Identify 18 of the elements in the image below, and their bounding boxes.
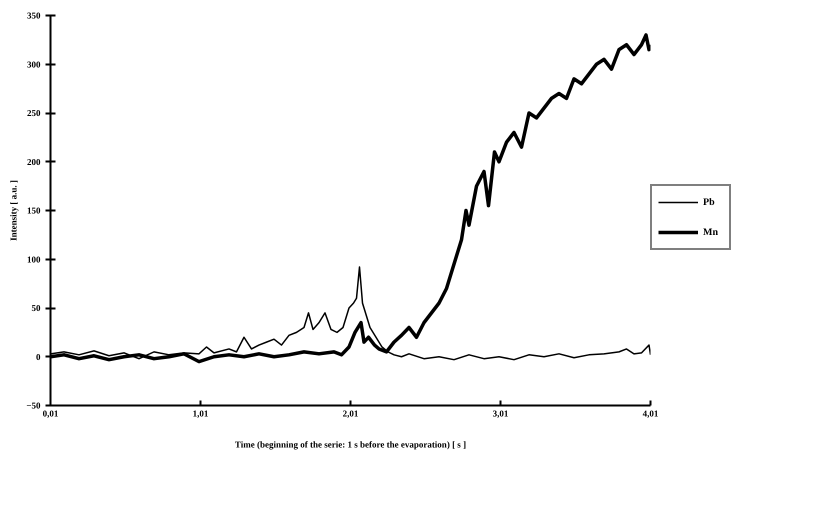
y-tick-label: 0 bbox=[36, 352, 41, 362]
y-tick-label: 50 bbox=[32, 303, 41, 313]
x-axis-title: Time (beginning of the serie: 1 s before the evaporation) [ s ] bbox=[234, 440, 466, 450]
x-tick-label: 4,01 bbox=[642, 408, 659, 418]
y-tick-label: 100 bbox=[27, 254, 41, 264]
legend-label: Pb bbox=[703, 196, 716, 208]
x-tick-label: 1,01 bbox=[192, 408, 209, 418]
y-tick-label: 300 bbox=[27, 59, 41, 70]
y-tick-label: 350 bbox=[27, 10, 41, 20]
x-tick-label: 3,01 bbox=[492, 408, 509, 418]
y-tick-label: 200 bbox=[27, 156, 41, 167]
x-tick-label: 0,01 bbox=[42, 408, 59, 418]
legend-label: Mn bbox=[703, 226, 719, 238]
y-axis-title: Intensity [ a.u. ] bbox=[8, 180, 18, 241]
y-tick-label: 250 bbox=[27, 108, 41, 118]
y-tick-label: −50 bbox=[26, 400, 41, 410]
x-tick-label: 2,01 bbox=[342, 408, 359, 418]
y-tick-label: 150 bbox=[27, 206, 41, 216]
